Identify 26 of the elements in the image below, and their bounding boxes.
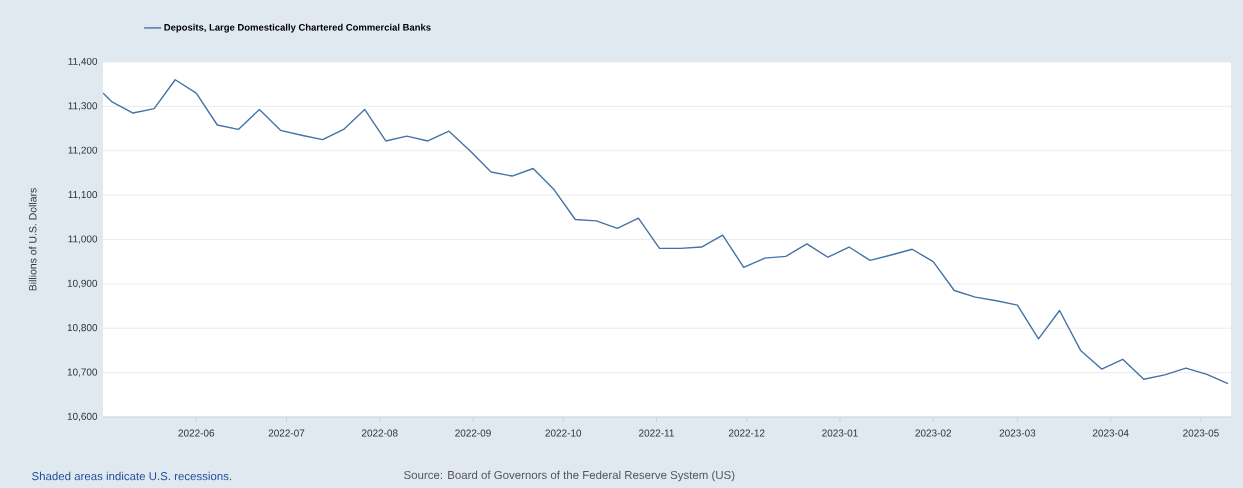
- x-tick-label: 2023-01: [822, 429, 858, 437]
- x-tick-label: 2022-12: [728, 429, 765, 437]
- legend-label: Deposits, Large Domestically Chartered Commercial Banks: [164, 23, 431, 33]
- y-tick-label: 11,100: [68, 191, 98, 200]
- y-tick-label: 11,200: [68, 146, 98, 155]
- x-tick-label: 2022-09: [455, 429, 491, 437]
- y-tick-label: 11,300: [68, 102, 98, 111]
- y-axis-title: Billions of U.S. Dollars: [28, 188, 37, 291]
- y-tick-label: 10,600: [67, 412, 98, 422]
- x-tick-label: 2022-10: [545, 429, 582, 437]
- x-tick-label: 2023-04: [1092, 429, 1129, 437]
- y-tick-label: 11,400: [68, 57, 98, 67]
- y-tick-label: 10,900: [67, 279, 98, 288]
- x-tick-label: 2023-03: [999, 429, 1036, 437]
- x-tick-label: 2022-07: [268, 429, 305, 437]
- line-series: [103, 79, 1229, 385]
- x-tick-label: 2022-06: [178, 429, 215, 437]
- x-tick-label: 2023-05: [1183, 429, 1219, 437]
- y-tick-label: 10,700: [67, 368, 98, 377]
- x-tick-label: 2022-08: [361, 429, 398, 437]
- text: Shaded areas indicate U.S. recessions.: [32, 471, 232, 481]
- x-tick-label: 2022-11: [639, 429, 674, 437]
- x-tick-label: 2023-02: [915, 429, 951, 437]
- y-tick-label: 10,800: [67, 324, 98, 333]
- source-note: Source: Board of Governors of the Federal Reserve System (US): [404, 470, 735, 482]
- y-tick-label: 11,000: [68, 235, 98, 244]
